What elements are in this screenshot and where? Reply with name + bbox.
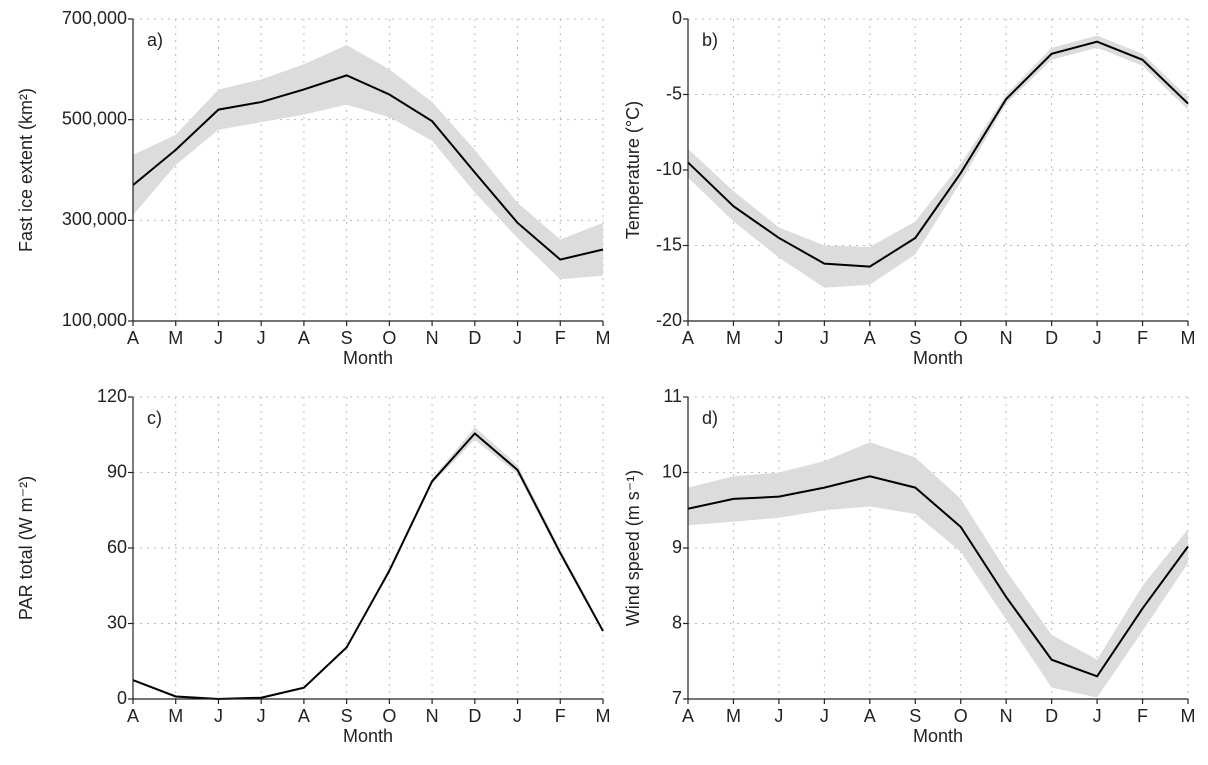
x-tick-label: N — [1000, 328, 1013, 348]
x-tick-label: M — [726, 706, 741, 726]
y-axis-label: Fast ice extent (km²) — [16, 88, 36, 252]
y-axis-label: PAR total (W m⁻²) — [16, 476, 36, 620]
x-tick-label: J — [513, 328, 522, 348]
x-tick-label: J — [257, 706, 266, 726]
x-tick-label: A — [298, 706, 310, 726]
y-tick-label: 7 — [672, 688, 682, 708]
x-tick-label: F — [1137, 706, 1148, 726]
y-tick-label: 300,000 — [62, 209, 127, 229]
x-tick-label: J — [214, 328, 223, 348]
confidence-band — [133, 45, 603, 280]
x-tick-label: A — [682, 706, 694, 726]
x-tick-label: M — [596, 706, 611, 726]
x-tick-label: S — [909, 706, 921, 726]
y-tick-label: 500,000 — [62, 108, 127, 128]
x-tick-label: J — [257, 328, 266, 348]
x-tick-label: A — [864, 328, 876, 348]
y-tick-label: -20 — [656, 310, 682, 330]
x-axis-label: Month — [913, 348, 963, 368]
x-tick-label: A — [298, 328, 310, 348]
x-tick-label: A — [127, 706, 139, 726]
x-tick-label: M — [726, 328, 741, 348]
y-tick-label: -5 — [666, 83, 682, 103]
y-tick-label: 0 — [672, 8, 682, 28]
x-tick-label: D — [1045, 328, 1058, 348]
x-tick-label: M — [596, 328, 611, 348]
x-axis-label: Month — [343, 726, 393, 746]
x-tick-label: F — [555, 706, 566, 726]
x-tick-label: J — [774, 706, 783, 726]
y-tick-label: 0 — [117, 688, 127, 708]
y-tick-label: -10 — [656, 159, 682, 179]
data-line — [687, 40, 1189, 268]
x-axis-label: Month — [913, 726, 963, 746]
x-axis-label: Month — [343, 348, 393, 368]
x-tick-label: J — [1093, 706, 1102, 726]
x-tick-label: F — [1137, 328, 1148, 348]
y-tick-label: 9 — [672, 537, 682, 557]
data-line — [132, 432, 604, 701]
x-tick-label: S — [341, 706, 353, 726]
y-tick-label: 10 — [662, 461, 682, 481]
x-tick-label: J — [513, 706, 522, 726]
x-tick-label: D — [468, 328, 481, 348]
x-tick-label: D — [1045, 706, 1058, 726]
y-axis-label: Temperature (°C) — [623, 101, 643, 239]
x-tick-label: A — [864, 706, 876, 726]
y-tick-label: 30 — [107, 612, 127, 632]
x-tick-label: O — [954, 328, 968, 348]
x-tick-label: O — [382, 706, 396, 726]
y-tick-label: 700,000 — [62, 8, 127, 28]
x-tick-label: N — [426, 706, 439, 726]
x-tick-label: F — [555, 328, 566, 348]
x-tick-label: A — [682, 328, 694, 348]
x-tick-label: M — [1181, 328, 1196, 348]
x-tick-label: J — [1093, 328, 1102, 348]
x-tick-label: M — [168, 328, 183, 348]
y-axis-label: Wind speed (m s⁻¹) — [623, 470, 643, 627]
x-tick-label: M — [168, 706, 183, 726]
data-line — [687, 475, 1189, 678]
y-tick-label: 100,000 — [62, 310, 127, 330]
y-tick-label: 11 — [663, 386, 682, 406]
confidence-band — [688, 442, 1188, 698]
panel-label: a) — [147, 30, 163, 50]
data-line — [132, 74, 604, 261]
x-tick-label: N — [1000, 706, 1013, 726]
x-tick-label: J — [820, 706, 829, 726]
x-tick-label: J — [214, 706, 223, 726]
y-tick-label: -15 — [656, 234, 682, 254]
x-tick-label: M — [1181, 706, 1196, 726]
y-tick-label: 8 — [672, 612, 682, 632]
panel-label: b) — [702, 30, 718, 50]
x-tick-label: S — [909, 328, 921, 348]
y-tick-label: 90 — [107, 461, 127, 481]
x-tick-label: J — [774, 328, 783, 348]
y-tick-label: 120 — [97, 386, 127, 406]
x-tick-label: J — [820, 328, 829, 348]
confidence-band — [688, 35, 1188, 288]
x-tick-label: O — [382, 328, 396, 348]
x-tick-label: O — [954, 706, 968, 726]
x-tick-label: A — [127, 328, 139, 348]
x-tick-label: D — [468, 706, 481, 726]
x-tick-label: N — [426, 328, 439, 348]
panel-label: d) — [702, 408, 718, 428]
panel-label: c) — [147, 408, 162, 428]
x-tick-label: S — [341, 328, 353, 348]
confidence-band — [133, 427, 603, 699]
y-tick-label: 60 — [107, 537, 127, 557]
